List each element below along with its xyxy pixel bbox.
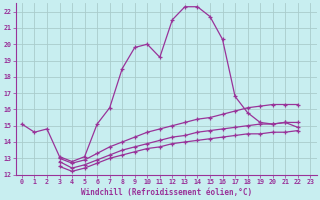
X-axis label: Windchill (Refroidissement éolien,°C): Windchill (Refroidissement éolien,°C) bbox=[81, 188, 252, 197]
